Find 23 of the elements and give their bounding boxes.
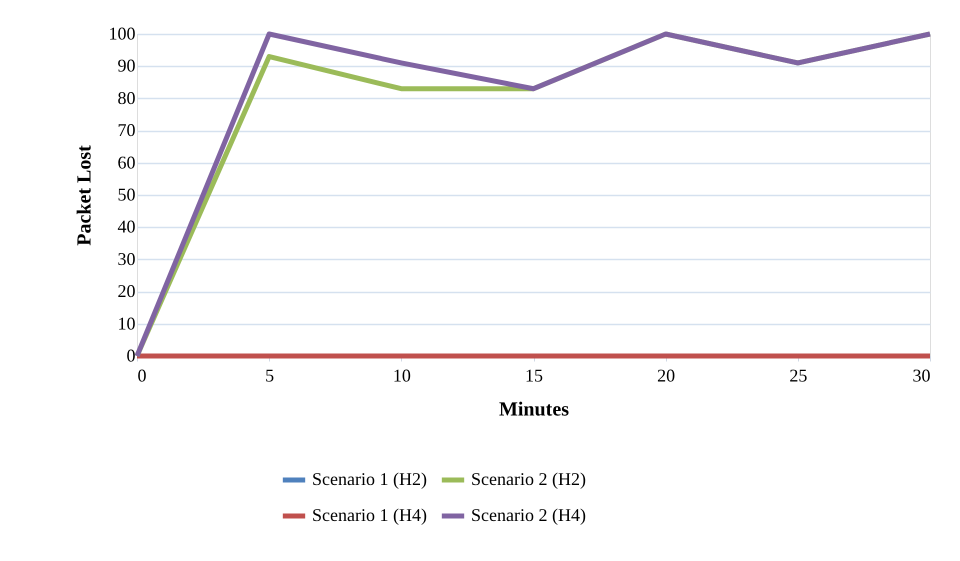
x-tick-label: 15 bbox=[525, 366, 543, 386]
x-axis-title: Minutes bbox=[499, 398, 570, 420]
x-tick-label: 30 bbox=[912, 366, 930, 386]
y-axis-title: Packet Lost bbox=[74, 144, 96, 246]
legend-label: Scenario 1 (H4) bbox=[312, 505, 427, 525]
legend-label: Scenario 1 (H2) bbox=[312, 469, 427, 489]
y-tick-label: 80 bbox=[118, 88, 136, 108]
x-tick-label: 10 bbox=[392, 366, 411, 386]
y-tick-label: 50 bbox=[118, 184, 136, 204]
y-tick-label: 20 bbox=[118, 281, 136, 302]
legend-label: Scenario 2 (H4) bbox=[471, 505, 586, 525]
y-tick-label: 30 bbox=[118, 248, 136, 269]
y-tick-label: 60 bbox=[118, 152, 136, 172]
x-tick-label: 20 bbox=[657, 366, 676, 386]
y-tick-label: 90 bbox=[118, 56, 136, 76]
y-tick-label: 100 bbox=[108, 24, 136, 44]
y-tick-label: 10 bbox=[118, 313, 136, 334]
legend-label: Scenario 2 (H2) bbox=[471, 469, 586, 489]
y-tick-label: 40 bbox=[118, 216, 136, 237]
y-tick-label: 0 bbox=[126, 346, 136, 366]
x-tick-label: 5 bbox=[265, 366, 274, 386]
x-tick-label: 25 bbox=[789, 366, 808, 386]
y-tick-label: 70 bbox=[118, 120, 136, 140]
